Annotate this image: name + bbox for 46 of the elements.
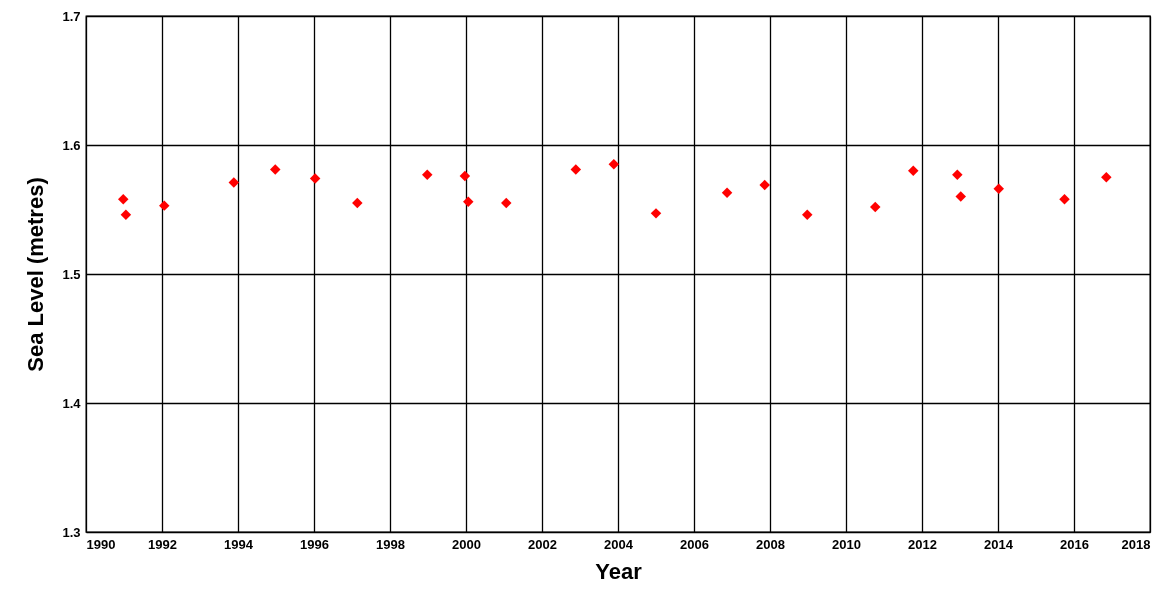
x-tick-label: 1998 bbox=[376, 536, 405, 552]
x-tick-label: 2012 bbox=[908, 536, 937, 552]
point bbox=[908, 165, 919, 177]
y-tick-label: 1.7 bbox=[62, 8, 81, 24]
point bbox=[650, 208, 662, 219]
point bbox=[955, 191, 966, 202]
y-tick-label: 1.3 bbox=[62, 524, 81, 540]
x-tick-label: 1994 bbox=[224, 536, 254, 552]
x-tick-label: 2014 bbox=[984, 536, 1014, 552]
point bbox=[459, 170, 471, 182]
x-tick-label: 2006 bbox=[680, 536, 709, 552]
x-tick-label: 2018 bbox=[1121, 536, 1151, 552]
x-tick-label: 2002 bbox=[528, 536, 557, 552]
point bbox=[759, 179, 770, 191]
point bbox=[952, 169, 963, 180]
point bbox=[422, 169, 433, 180]
point bbox=[120, 209, 132, 220]
point bbox=[309, 173, 321, 184]
y-axis-title: Sea Level (metres) bbox=[23, 177, 49, 372]
point bbox=[228, 177, 240, 188]
point bbox=[570, 164, 582, 175]
x-tick-label: 1990 bbox=[86, 536, 116, 552]
point bbox=[721, 187, 733, 198]
x-tick-label: 1996 bbox=[300, 536, 329, 552]
y-tick-label: 1.5 bbox=[62, 266, 81, 282]
x-tick-label: 1992 bbox=[148, 536, 177, 552]
point bbox=[270, 164, 281, 175]
x-tick-label: 2004 bbox=[604, 536, 634, 552]
point bbox=[1101, 172, 1112, 183]
point bbox=[802, 209, 813, 220]
point bbox=[993, 183, 1004, 195]
x-axis-title: Year bbox=[595, 558, 643, 584]
x-tick-label: 2016 bbox=[1060, 536, 1089, 552]
point bbox=[118, 193, 129, 205]
point bbox=[352, 197, 363, 209]
point bbox=[1059, 193, 1070, 205]
point bbox=[159, 200, 170, 211]
point bbox=[501, 197, 512, 209]
x-tick-label: 2000 bbox=[452, 536, 481, 552]
point bbox=[608, 159, 620, 170]
y-tick-label: 1.4 bbox=[62, 395, 82, 411]
point bbox=[463, 196, 474, 207]
y-tick-label: 1.6 bbox=[62, 137, 81, 153]
x-tick-label: 2008 bbox=[756, 536, 785, 552]
x-tick-label: 2010 bbox=[832, 536, 861, 552]
point bbox=[870, 201, 881, 213]
